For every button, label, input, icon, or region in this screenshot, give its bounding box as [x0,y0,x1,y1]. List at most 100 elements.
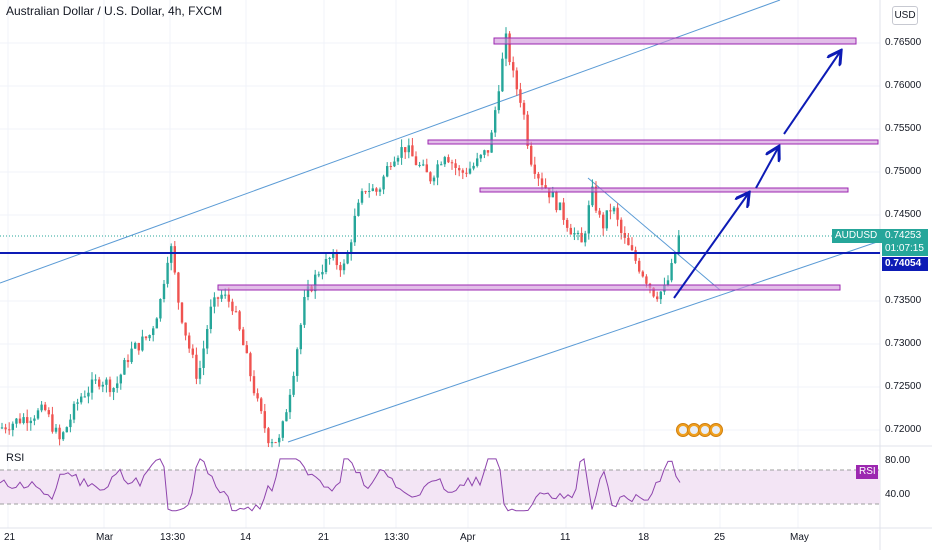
candle-body [288,394,292,413]
candle-body [562,202,565,220]
candle-body [227,294,230,302]
candle-body [551,192,554,198]
candle-body [620,219,623,234]
price-tick: 0.76000 [885,80,922,91]
candle-body [638,260,641,272]
candle-body [137,342,140,351]
candle-body [321,272,324,275]
candle-body [382,176,385,190]
candle-body [425,164,428,173]
time-tick: 11 [560,532,571,543]
candle-body [134,342,137,349]
rsi-band [0,470,880,504]
candle-body [267,428,270,444]
candle-body [220,294,223,299]
zone-0.7650 [493,37,857,45]
currency-button[interactable]: USD [892,6,918,25]
countdown-tag: 01:07:15 [882,242,928,256]
candle-body [461,170,464,173]
candle-body [26,417,29,424]
candle-body [18,418,22,424]
candle-body [656,296,659,300]
candle-body [386,166,389,177]
time-tick: 25 [714,532,726,543]
candle-body [346,253,349,264]
candle-body [306,286,310,298]
time-tick: 14 [240,532,252,543]
candle-body [652,287,655,297]
candle-body [422,164,425,166]
candle-body [188,335,191,349]
candle-body [94,379,97,381]
candle-body [98,379,101,387]
candle-body [263,411,266,429]
candle-body [148,335,151,339]
candle-body [404,147,407,153]
price-tick: 0.73000 [885,338,922,349]
candle-body [256,393,259,399]
candle-body [544,185,547,189]
candle-body [497,91,500,111]
candle-body [51,414,54,432]
candle-body [342,263,346,271]
candle-body [299,324,302,350]
candle-body [47,410,50,415]
candle-body [180,302,184,323]
candle-body [476,158,479,166]
candle-body [4,427,7,430]
candle-body [645,276,648,284]
economic-events[interactable] [676,423,723,437]
candle-body [526,114,529,146]
candle-body [641,271,644,277]
candle-body [292,375,295,395]
candle-body [411,145,414,157]
candle-body [587,205,590,234]
candle-body [159,299,162,319]
candle-body [209,306,212,330]
candle-body [58,427,61,440]
candle-body [594,186,598,211]
calendar-event-icon[interactable] [709,423,723,437]
projection-arrow-1 [673,194,748,299]
candle-body [231,301,234,312]
candle-body [450,162,454,164]
channel-lower-line [287,240,881,443]
candle-body [630,245,634,251]
candle-body [33,418,36,421]
candle-body [357,202,360,216]
candle-body [213,297,216,307]
symbol-tag: AUDUSD [832,229,882,243]
zone-0.7365 [217,284,841,291]
candle-body [206,329,209,349]
candle-body [443,157,446,165]
candle-body [152,328,155,336]
candlestick-series [0,27,680,448]
candle-body [126,360,130,363]
candle-body [216,297,220,299]
candle-body [328,257,331,259]
price-tick: 0.75500 [885,123,922,134]
candle-body [472,165,475,169]
candle-body [501,58,504,92]
candle-body [530,145,533,165]
price-tick: 0.72500 [885,381,922,392]
line-price-tag: 0.74054 [882,257,928,271]
candle-body [339,265,342,271]
zone-0.7478 [479,187,849,193]
candle-body [393,161,396,167]
candle-body [616,207,619,220]
time-tick: Apr [460,532,476,543]
candle-body [598,210,601,215]
candle-body [573,233,576,235]
time-tick: 21 [4,532,16,543]
time-tick: Mar [96,532,114,543]
candle-body [623,233,626,238]
candle-body [101,384,104,387]
candle-body [202,348,205,368]
candle-body [418,164,421,166]
chart-title: Australian Dollar / U.S. Dollar, 4h, FXC… [6,4,223,18]
candle-body [116,383,119,389]
candle-body [674,253,677,264]
candle-body [184,322,187,336]
